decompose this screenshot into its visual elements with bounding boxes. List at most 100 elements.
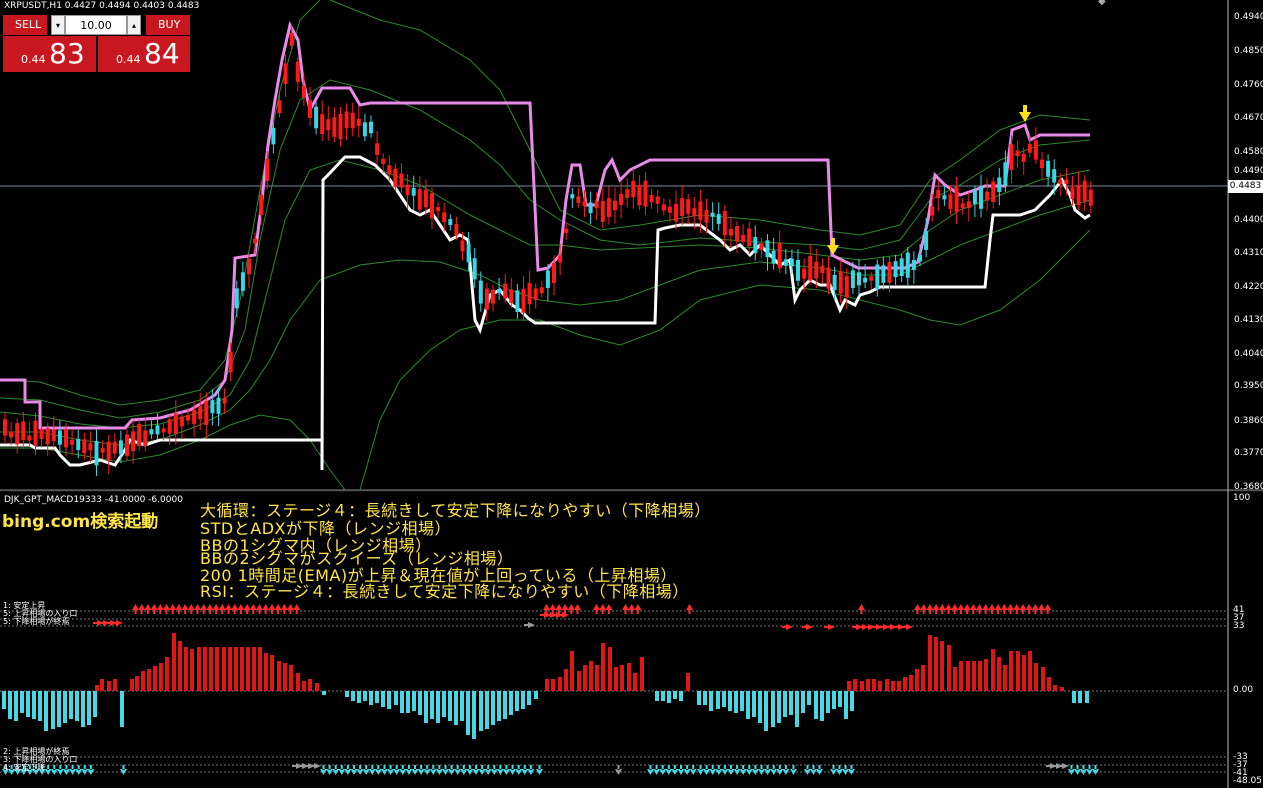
up-arrow-icon [567,604,575,614]
candle-body [125,434,129,456]
candle-body [271,127,276,145]
analysis-line: 大循環：ステージ４：長続きして安定下降になりやすい（下降相場） [200,501,711,520]
histogram-bar-negative [661,691,665,701]
candle-body [1064,179,1069,184]
down-arrow-icon [454,765,462,775]
candle-body [850,270,855,289]
histogram-bar-negative [832,691,836,709]
up-arrow-icon [945,604,952,614]
up-arrow-icon [156,604,164,614]
candle-body [472,258,477,280]
lot-increase-button[interactable]: ▴ [127,15,141,35]
histogram-bar-positive [897,681,901,691]
candle-body [265,158,270,181]
up-arrow-icon [293,604,301,614]
candle-body [70,439,75,445]
candle-body [1015,150,1020,157]
histogram-bar-positive [966,661,970,691]
up-arrow-icon [249,604,257,614]
bing-search-link[interactable]: bing.com検索起動 [2,512,159,532]
price-axis-label: 0.4220 [1234,282,1263,292]
right-arrow-icon [540,612,551,618]
down-arrow-icon [332,765,340,775]
histogram-bar-positive [640,657,644,691]
candle-body [320,114,325,135]
candle-body [1076,184,1081,206]
down-arrow-icon [350,765,358,775]
down-arrow-icon [2,765,9,775]
candle-body [430,193,434,219]
histogram-bar-negative [69,691,73,719]
candle-body [186,414,190,421]
down-arrow-icon [1092,765,1099,775]
histogram-bar-positive [234,647,238,691]
lot-size-input[interactable]: 10.00 [65,15,127,35]
buy-button[interactable]: BUY [146,15,190,35]
histogram-bar-negative [357,691,361,703]
histogram-bar-positive [1047,677,1051,691]
right-arrow-icon [552,612,563,618]
histogram-bar-positive [264,653,268,691]
candle-body [216,397,221,414]
histogram-bar-negative [322,691,326,695]
histogram-bar-positive [627,663,631,691]
candle-body [924,230,929,250]
histogram-bar-positive [240,647,244,691]
histogram-bar-negative [807,691,811,705]
candle-body [143,430,148,447]
price-axis-label: 0.4130 [1234,315,1263,325]
histogram-bar-positive [308,679,312,691]
candle-body [277,100,282,114]
buy-price-pips: 84 [144,37,180,70]
sell-price-button[interactable]: 0.44 83 [3,36,96,72]
histogram-bar-negative [697,691,701,705]
histogram-bar-positive [184,647,188,691]
down-arrow-icon [448,765,456,775]
buy-price-prefix: 0.44 [116,53,141,66]
up-arrow-icon [599,604,607,614]
down-arrow-icon [816,765,823,775]
down-arrow-icon [1080,765,1087,775]
lot-decrease-button[interactable]: ▾ [51,15,65,35]
histogram-bar-negative [75,691,79,721]
down-arrow-icon [758,765,765,775]
histogram-bar-positive [315,683,319,691]
candle-body [960,203,965,208]
sell-button[interactable]: SELL [3,15,47,35]
histogram-bar-positive [953,667,957,691]
right-arrow-icon [106,620,117,626]
price-axis-label: 0.4940 [1234,12,1263,22]
candle-body [893,261,898,278]
histogram-bar-positive [209,647,213,691]
histogram-bar-negative [667,691,671,703]
right-arrow-icon [524,622,535,628]
candle-body [204,401,209,425]
candle-body [33,420,38,446]
candle-body [539,287,544,294]
candle-body [857,272,861,286]
candle-body [94,441,99,466]
candle-body [106,441,111,461]
price-axis-label: 0.4400 [1234,215,1263,225]
histogram-bar-negative [87,691,91,725]
candle-body [45,428,50,445]
candle-body [606,198,611,218]
candle-body [759,243,764,250]
down-arrow-icon [770,765,778,775]
histogram-bar-positive [1016,651,1020,691]
candle-body [149,429,154,435]
right-arrow-icon [886,624,897,630]
buy-price-button[interactable]: 0.44 84 [98,36,190,72]
candle-body [881,265,886,283]
candle-body [314,106,319,129]
down-arrow-icon [782,765,790,775]
candle-body [911,259,916,270]
up-arrow-icon [138,604,146,614]
histogram-bar-negative [369,691,373,705]
candle-body [131,431,136,451]
histogram-bar-negative [93,691,97,717]
up-arrow-icon [982,604,990,614]
histogram-bar-positive [558,677,562,691]
up-arrow-icon [988,604,996,614]
